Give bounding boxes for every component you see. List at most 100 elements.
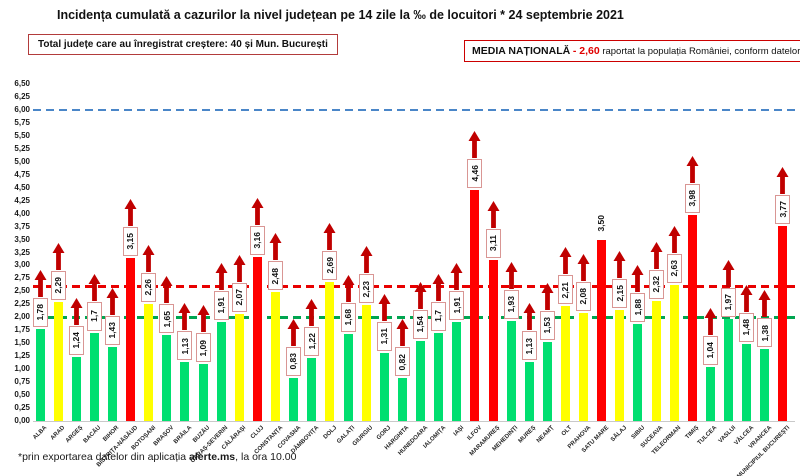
bar-GALAȚI [343, 333, 353, 421]
increase-arrow-icon [559, 247, 572, 275]
value-text: 2,69 [324, 256, 335, 274]
value-label-BIHOR: 1,43 [104, 315, 120, 345]
value-label-VASLUI: 1,97 [721, 287, 737, 317]
upper-threshold-line [33, 108, 795, 112]
bar-IAȘI [452, 321, 462, 421]
increase-arrow-icon [378, 294, 391, 322]
value-text: 1,65 [161, 310, 172, 328]
increase-arrow-icon [414, 282, 427, 310]
value-label-CĂLĂRAȘI: 2,07 [231, 282, 247, 312]
y-axis-tick-label: 0,50 [14, 390, 30, 400]
y-axis-tick-label: 1,50 [14, 338, 30, 348]
value-label-VRANCEA: 1,38 [757, 318, 773, 348]
value-label-TULCEA: 1,04 [702, 336, 718, 366]
value-label-GORJ: 1,31 [376, 322, 392, 352]
increase-arrow-icon [631, 264, 644, 292]
value-text: 2,29 [52, 277, 63, 295]
increase-arrow-icon [287, 318, 300, 346]
value-label-BISTRIȚA-NĂSĂUD: 3,15 [123, 226, 139, 256]
value-text: 4,46 [469, 164, 480, 182]
value-text: 1,53 [542, 316, 553, 334]
value-label-BRĂILA: 1,13 [177, 331, 193, 361]
value-text: 1,54 [415, 316, 426, 333]
value-label-BACĂU: 1,7 [86, 301, 102, 331]
national-average-line [33, 285, 795, 288]
national-average-value: - 2,60 [572, 45, 600, 57]
value-text: 2,26 [143, 279, 154, 296]
value-label-SATU MARE: 3,50 [594, 209, 609, 238]
page-title: Incidența cumulată a cazurilor la nivel … [57, 8, 624, 22]
value-text: 1,68 [342, 309, 353, 326]
increase-arrow-icon [269, 233, 282, 261]
value-label-HARGHITA: 0,82 [394, 347, 410, 377]
increase-arrow-icon [70, 297, 83, 325]
increase-arrow-icon [342, 274, 355, 302]
increase-arrow-icon [360, 246, 373, 274]
y-axis-tick-label: 2,75 [14, 273, 30, 283]
national-average-suffix: raportat la populația României, conform … [602, 46, 800, 57]
value-text: 1,38 [759, 324, 770, 342]
increase-arrow-icon [106, 287, 119, 315]
increase-arrow-icon [776, 166, 789, 194]
y-axis-tick-label: 1,00 [14, 364, 30, 374]
increase-arrow-icon [215, 262, 228, 290]
value-label-IALOMIȚA: 1,7 [431, 301, 447, 331]
national-average-label: MEDIA NAȚIONALĂ [472, 45, 571, 57]
increase-arrow-icon [52, 243, 65, 271]
increase-arrow-icon [124, 198, 137, 226]
increase-arrow-icon [233, 254, 246, 282]
value-text: 3,98 [687, 189, 698, 207]
bar-IALOMIȚA [434, 332, 444, 421]
bar-DÂMBOVIȚA [307, 357, 317, 421]
value-label-MEHEDINȚI: 1,93 [503, 289, 519, 319]
value-text: 2,32 [650, 275, 661, 293]
value-text: 1,93 [505, 296, 516, 313]
value-label-SĂLAJ: 2,15 [612, 278, 628, 308]
value-text: 0,83 [288, 353, 299, 370]
value-label-GALAȚI: 1,68 [340, 302, 356, 332]
value-text: 1,31 [379, 328, 390, 345]
y-axis-tick-label: 3,50 [14, 234, 30, 244]
increase-arrow-icon [396, 319, 409, 347]
y-axis-tick-label: 3,00 [14, 260, 30, 270]
value-label-IAȘI: 1,91 [449, 290, 465, 320]
value-text: 1,04 [705, 342, 716, 359]
bar-TIMIȘ [687, 214, 697, 421]
value-label-TIMIȘ: 3,98 [684, 183, 700, 213]
value-text: 2,15 [614, 284, 625, 302]
bar-SĂLAJ [615, 309, 625, 421]
value-label-SUCEAVA: 2,32 [648, 269, 664, 299]
increase-arrow-icon [305, 298, 318, 326]
increase-arrow-icon [142, 244, 155, 272]
increase-arrow-icon [541, 282, 554, 310]
increase-arrow-icon [758, 290, 771, 318]
bar-OLT [560, 306, 570, 421]
value-text: 1,22 [306, 332, 317, 350]
increase-arrow-icon [178, 303, 191, 331]
bar-CLUJ [252, 257, 262, 421]
increase-arrow-icon [577, 254, 590, 282]
value-text: 1,24 [70, 331, 81, 349]
increase-arrow-icon [468, 130, 481, 158]
increase-arrow-icon [160, 276, 173, 304]
increase-arrow-icon [88, 273, 101, 301]
value-text: 1,88 [632, 298, 643, 316]
bar-GORJ [379, 353, 389, 421]
bar-BRAȘOV [162, 335, 172, 421]
increase-arrow-icon [686, 155, 699, 183]
value-text: 3,77 [777, 200, 788, 218]
bar-PRAHOVA [579, 313, 589, 421]
value-text: 1,13 [523, 337, 534, 355]
value-label-ARAD: 2,29 [50, 271, 66, 301]
value-text: 2,08 [578, 288, 589, 305]
value-text: 2,63 [668, 259, 679, 277]
bar-CARAȘ-SEVERIN [216, 321, 226, 421]
y-axis-tick-label: 1,25 [14, 351, 30, 361]
value-text: 1,78 [34, 303, 45, 321]
y-axis-tick-label: 1,75 [14, 325, 30, 335]
increase-arrow-icon [613, 250, 626, 278]
value-text: 0,82 [397, 353, 408, 371]
bar-MARAMUREȘ [488, 259, 498, 421]
bar-SIBIU [633, 323, 643, 421]
